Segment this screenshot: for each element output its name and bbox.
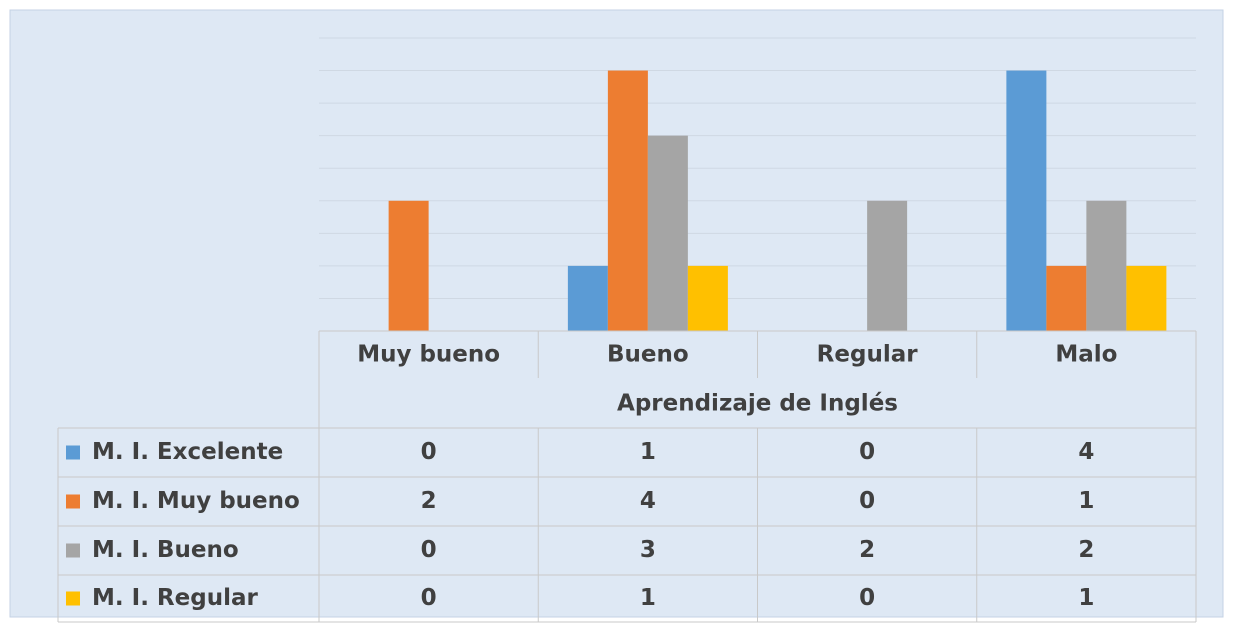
table-value: 2 [421, 488, 437, 514]
table-value: 4 [640, 488, 656, 514]
table-value: 1 [640, 585, 656, 611]
bar [1086, 200, 1127, 331]
bar [867, 200, 908, 331]
legend-key [66, 543, 80, 558]
legend-key [66, 494, 80, 509]
category-label: Bueno [607, 342, 689, 368]
bar [647, 135, 688, 331]
category-label: Muy bueno [357, 342, 500, 368]
bar [1006, 70, 1047, 332]
table-value: 2 [859, 537, 875, 563]
table-value: 2 [1078, 537, 1094, 563]
table-value: 0 [859, 488, 875, 514]
legend-label: M. I. Excelente [92, 439, 283, 465]
bar [607, 70, 648, 332]
legend-label: M. I. Bueno [92, 537, 239, 563]
table-value: 1 [640, 439, 656, 465]
table-value: 0 [421, 439, 437, 465]
table-value: 1 [1078, 585, 1094, 611]
table-value: 0 [421, 585, 437, 611]
table-value: 4 [1078, 439, 1094, 465]
table-value: 1 [1078, 488, 1094, 514]
bar [1126, 265, 1167, 331]
category-label: Regular [817, 342, 919, 368]
legend-label: M. I. Muy bueno [92, 488, 300, 514]
legend-label: M. I. Regular [92, 585, 258, 611]
legend-key [66, 445, 80, 460]
bar [687, 265, 728, 331]
bar [388, 200, 429, 331]
table-value: 0 [859, 585, 875, 611]
bar [1046, 265, 1087, 331]
category-label: Malo [1055, 342, 1117, 368]
table-value: 3 [640, 537, 656, 563]
bar [567, 265, 608, 331]
axis-title: Aprendizaje de Inglés [617, 391, 898, 417]
table-value: 0 [859, 439, 875, 465]
legend-key [66, 591, 80, 606]
table-value: 0 [421, 537, 437, 563]
